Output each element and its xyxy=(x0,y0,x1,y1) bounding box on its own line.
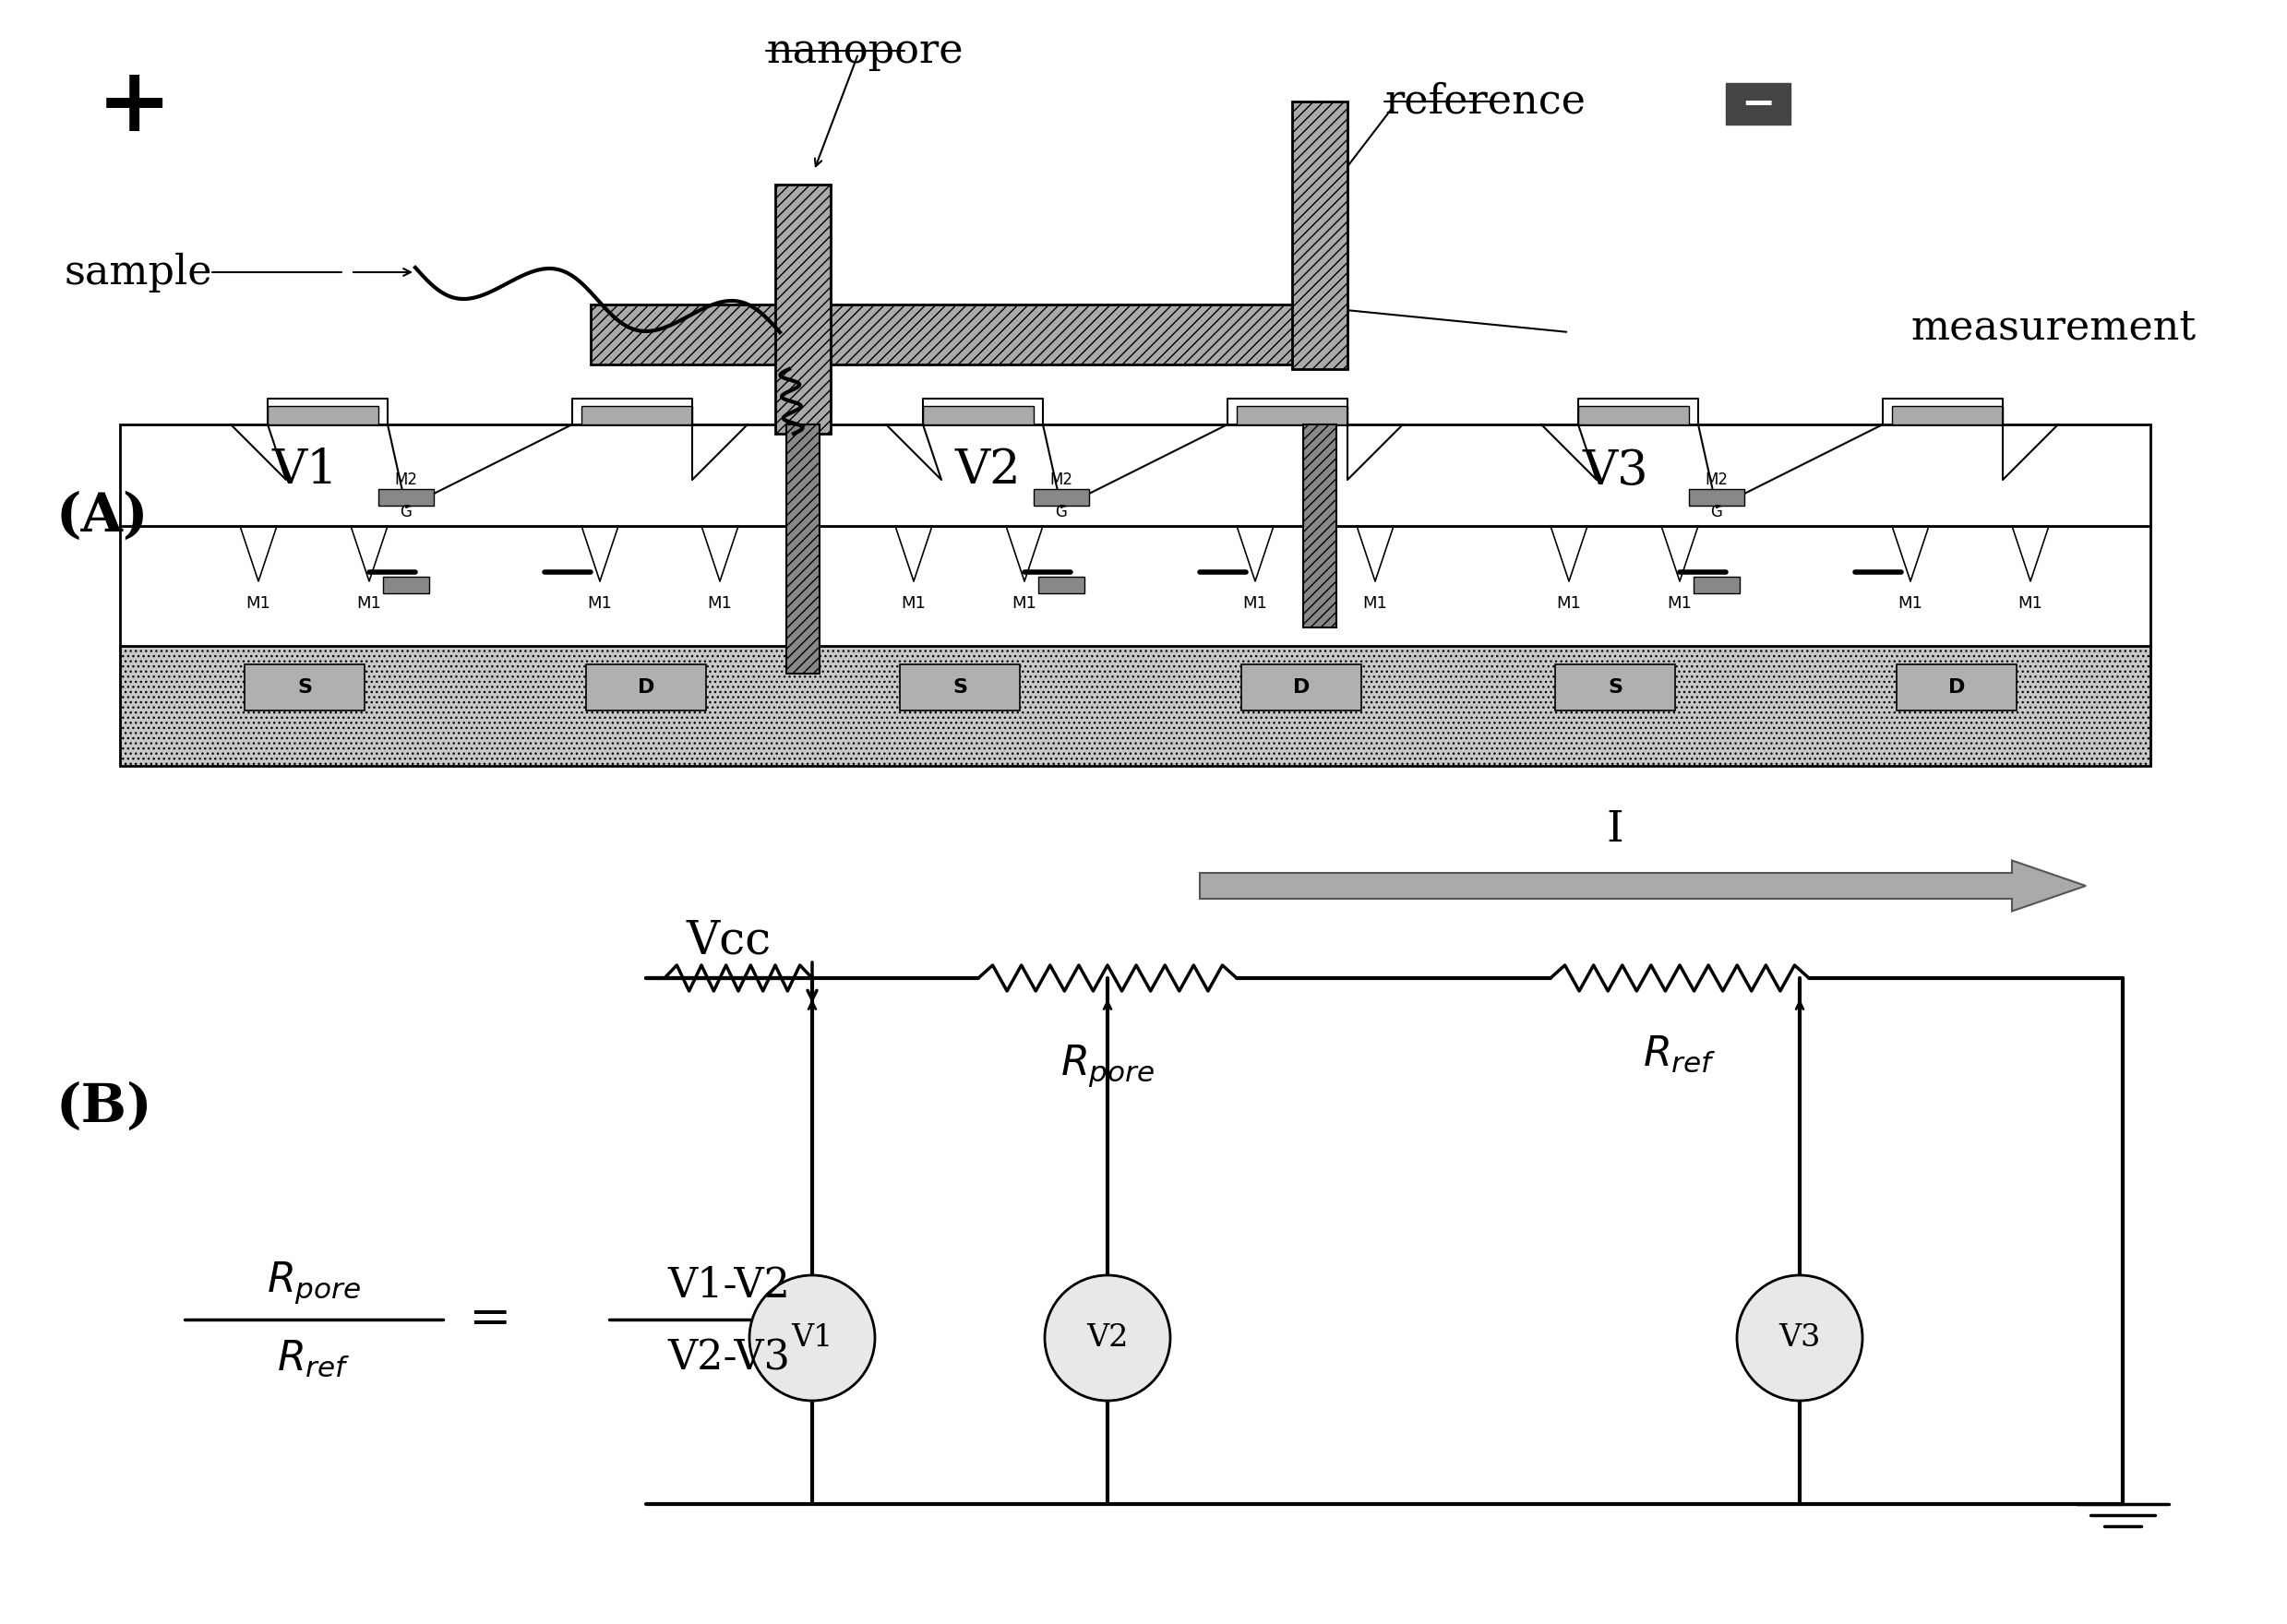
Bar xyxy=(382,577,430,593)
Text: V2: V2 xyxy=(954,447,1020,494)
Circle shape xyxy=(1045,1275,1171,1400)
Bar xyxy=(1896,664,2017,710)
Text: −: − xyxy=(1740,83,1775,123)
Text: V2-V3: V2-V3 xyxy=(668,1338,791,1377)
Text: M1: M1 xyxy=(247,594,270,612)
Text: V2: V2 xyxy=(1086,1324,1127,1353)
Text: measurement: measurement xyxy=(1912,307,2196,348)
Text: G: G xyxy=(400,503,412,520)
Text: D: D xyxy=(1292,679,1310,697)
Bar xyxy=(1555,664,1674,710)
Text: M1: M1 xyxy=(357,594,382,612)
Text: =: = xyxy=(467,1294,510,1345)
Text: V1: V1 xyxy=(272,447,338,494)
Text: M1: M1 xyxy=(1898,594,1923,612)
Bar xyxy=(119,526,2150,646)
Text: reference: reference xyxy=(1384,81,1585,122)
Text: D: D xyxy=(638,679,654,697)
Bar xyxy=(1292,101,1347,369)
Text: M1: M1 xyxy=(707,594,732,612)
Circle shape xyxy=(750,1275,876,1400)
Text: M1: M1 xyxy=(901,594,926,612)
Bar xyxy=(1242,664,1361,710)
Bar xyxy=(119,424,2150,526)
Bar xyxy=(1688,489,1745,505)
Bar xyxy=(1727,83,1791,125)
Bar xyxy=(119,646,2150,767)
Text: $R_{pore}$: $R_{pore}$ xyxy=(268,1260,361,1306)
Bar xyxy=(775,185,830,434)
Text: S: S xyxy=(951,679,967,697)
Text: M1: M1 xyxy=(2017,594,2042,612)
Text: M1: M1 xyxy=(1363,594,1388,612)
Text: $R_{ref}$: $R_{ref}$ xyxy=(277,1338,350,1379)
Bar xyxy=(590,304,1310,364)
Bar xyxy=(1578,406,1688,424)
Bar xyxy=(245,664,364,710)
Circle shape xyxy=(1736,1275,1862,1400)
Text: I: I xyxy=(1605,809,1624,851)
Text: M1: M1 xyxy=(588,594,613,612)
Text: nanopore: nanopore xyxy=(766,31,963,71)
Bar xyxy=(268,406,377,424)
Text: M1: M1 xyxy=(1013,594,1036,612)
Text: G: G xyxy=(1711,503,1722,520)
Text: V3: V3 xyxy=(1583,447,1649,494)
Bar xyxy=(1695,577,1740,593)
Text: M2: M2 xyxy=(1706,471,1729,489)
Text: M1: M1 xyxy=(1242,594,1267,612)
Bar xyxy=(899,664,1020,710)
Text: D: D xyxy=(1949,679,1965,697)
Text: V1: V1 xyxy=(791,1324,832,1353)
Text: (B): (B) xyxy=(55,1082,151,1134)
Bar xyxy=(585,664,707,710)
Text: +: + xyxy=(96,63,172,149)
Text: S: S xyxy=(1608,679,1621,697)
Bar xyxy=(581,406,693,424)
Text: sample: sample xyxy=(64,252,213,292)
Bar xyxy=(377,489,435,505)
Bar xyxy=(1891,406,2003,424)
Bar xyxy=(1034,489,1089,505)
Text: M1: M1 xyxy=(1667,594,1692,612)
Text: $R_{pore}$: $R_{pore}$ xyxy=(1061,1043,1155,1088)
Text: Vcc: Vcc xyxy=(686,918,771,965)
Text: S: S xyxy=(297,679,311,697)
Bar xyxy=(924,406,1034,424)
Bar xyxy=(1237,406,1347,424)
Text: V3: V3 xyxy=(1779,1324,1820,1353)
Text: M2: M2 xyxy=(396,471,419,489)
Bar xyxy=(787,424,819,674)
Text: (A): (A) xyxy=(55,490,149,542)
Text: V1-V2: V1-V2 xyxy=(668,1265,791,1306)
Text: M1: M1 xyxy=(1557,594,1580,612)
Bar xyxy=(1038,577,1084,593)
Text: $R_{ref}$: $R_{ref}$ xyxy=(1642,1033,1718,1073)
FancyArrow shape xyxy=(1201,861,2086,911)
Text: G: G xyxy=(1054,503,1068,520)
Bar xyxy=(1304,424,1336,627)
Text: M2: M2 xyxy=(1050,471,1073,489)
